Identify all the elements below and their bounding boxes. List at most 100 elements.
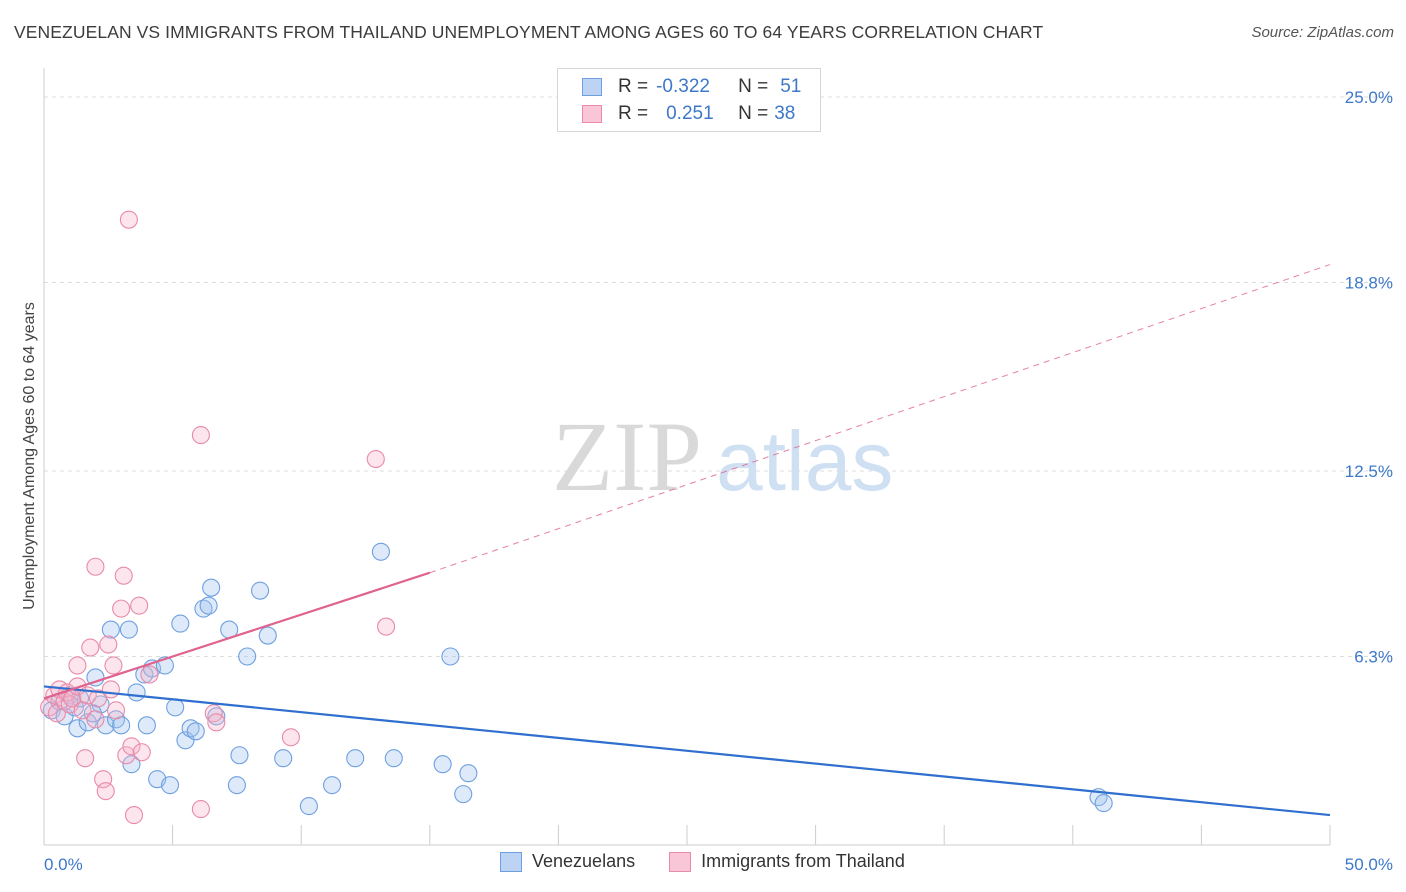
venezuelans-point (199, 596, 218, 615)
venezuelans-point (101, 620, 120, 639)
thailand-legend-icon (669, 851, 692, 872)
y-tick-label: 18.8% (1345, 274, 1393, 293)
venezuelans-point (160, 776, 180, 795)
x-tick-label: 50.0% (1345, 855, 1393, 874)
venezuelans-point (299, 797, 318, 816)
x-tick-label: 0.0% (44, 855, 83, 874)
legend-r-label: R = (618, 76, 649, 97)
legend-n-value: 51 (780, 76, 802, 97)
venezuelans-point (459, 764, 478, 783)
thailand-point (96, 782, 115, 801)
legend-row-thailand: R = 0.251 N = 38 (582, 101, 795, 127)
data-points (40, 210, 1113, 825)
legend-label: Venezuelans (532, 851, 636, 871)
gridlines (44, 96, 1392, 658)
venezuelans-point (258, 626, 277, 645)
y-tick-label: 25.0% (1345, 88, 1393, 107)
venezuelans-point (202, 578, 221, 597)
venezuelans-point (122, 755, 141, 774)
venezuelans-point (137, 716, 156, 735)
thailand-point (68, 656, 87, 675)
thailand-point (81, 638, 100, 657)
axes (43, 68, 1331, 846)
venezuelans-point (1094, 794, 1113, 813)
source-credit: Source: ZipAtlas.com (1251, 24, 1394, 41)
venezuelans-trend-line (43, 685, 1331, 817)
thailand-point (191, 426, 210, 445)
thailand-point (114, 566, 133, 585)
watermark-atlas: atlas (716, 414, 893, 508)
venezuelans-swatch-icon (582, 78, 602, 96)
venezuelans-point (181, 719, 200, 738)
venezuelans-point (371, 542, 390, 561)
venezuelans-point (207, 707, 226, 726)
correlation-legend: R = -0.322 N = 51 R = 0.251 N = 38 (557, 68, 821, 132)
legend-n-label: N = (738, 103, 769, 124)
venezuelans-point (227, 776, 246, 795)
trend-lines (43, 264, 1331, 817)
venezuelans-point (454, 785, 473, 804)
legend-r-label: R = (618, 103, 649, 124)
legend-r-value: 0.251 (666, 103, 714, 124)
thailand-point (104, 656, 123, 675)
thailand-point (124, 806, 144, 825)
thailand-point (112, 599, 131, 618)
watermark: ZIP atlas (552, 401, 893, 512)
thailand-point (377, 617, 396, 636)
venezuelans-point (96, 716, 115, 735)
legend-item-thailand[interactable]: Immigrants from Thailand (669, 851, 905, 872)
thailand-point (117, 746, 136, 765)
venezuelans-point (250, 581, 270, 600)
thailand-point (130, 596, 149, 615)
thailand-point (106, 701, 126, 720)
venezuelans-point (194, 599, 213, 618)
thailand-trend-extension (429, 264, 1331, 574)
thailand-swatch-icon (582, 105, 602, 123)
thailand-point (94, 770, 113, 789)
tick-labels: 6.3% 12.5% 18.8% 25.0% 0.0% 50.0% (44, 88, 1393, 874)
legend-item-venezuelans[interactable]: Venezuelans (500, 851, 635, 872)
thailand-point (132, 743, 151, 762)
thailand-point (119, 210, 138, 229)
thailand-point (207, 713, 226, 732)
legend-r-value: -0.322 (656, 76, 710, 97)
venezuelans-point (119, 620, 138, 639)
venezuelans-point (274, 749, 293, 768)
venezuelans-point (171, 614, 190, 633)
venezuelans-point (346, 749, 365, 768)
thailand-point (140, 665, 159, 684)
thailand-point (76, 749, 95, 768)
venezuelans-point (176, 731, 195, 750)
y-tick-label: 12.5% (1345, 462, 1393, 481)
venezuelans-point (323, 776, 342, 795)
legend-label: Immigrants from Thailand (701, 851, 905, 871)
series-legend: Venezuelans Immigrants from Thailand (500, 851, 939, 872)
thailand-point (122, 737, 141, 756)
venezuelans-point (127, 683, 146, 702)
venezuelans-legend-icon (500, 851, 522, 872)
venezuelans-point (186, 722, 205, 741)
legend-n-label: N = (738, 76, 769, 97)
thailand-point (88, 689, 108, 708)
venezuelans-point (238, 647, 257, 666)
legend-n-value: 38 (774, 103, 796, 124)
thailand-point (86, 710, 105, 729)
venezuelans-point (384, 749, 403, 768)
thailand-point (366, 449, 385, 469)
thailand-point (191, 800, 210, 819)
venezuelans-point (68, 719, 87, 738)
thailand-point (99, 635, 118, 654)
venezuelans-point (166, 698, 185, 717)
venezuelans-point (230, 746, 249, 765)
thailand-point (86, 557, 105, 576)
chart-title: VENEZUELAN VS IMMIGRANTS FROM THAILAND U… (14, 22, 1044, 42)
thailand-point (281, 728, 300, 747)
y-tick-label: 6.3% (1354, 648, 1393, 667)
thailand-point (101, 680, 120, 699)
venezuelans-point (433, 755, 452, 774)
legend-row-venezuelans: R = -0.322 N = 51 (582, 74, 801, 100)
venezuelans-point (441, 647, 460, 666)
thailand-trend-line (43, 571, 431, 700)
venezuelans-point (86, 668, 105, 687)
